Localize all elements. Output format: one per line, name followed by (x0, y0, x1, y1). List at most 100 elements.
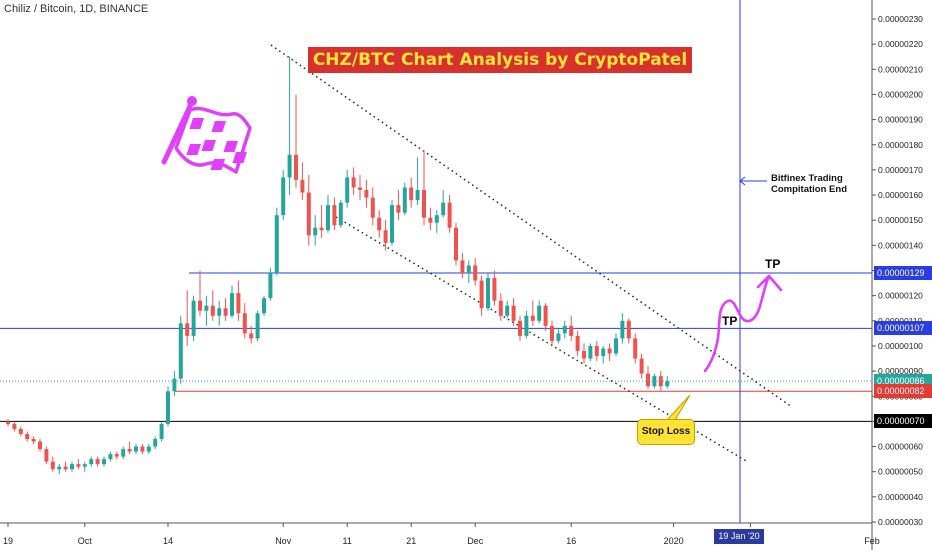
y-tick-label: 0.00000210 (878, 64, 923, 74)
chart-title: CHZ/BTC Chart Analysis by CryptoPatel (308, 47, 692, 73)
candle-body (582, 350, 586, 359)
candle-body (178, 323, 183, 379)
candles (6, 56, 670, 475)
checkered-flag-icon (161, 96, 252, 174)
candle-body (6, 421, 10, 424)
price-badge-lower-tp: 0.00000107 (874, 321, 932, 336)
x-tick-label: Nov (275, 536, 292, 546)
x-tick-label: 2020 (664, 536, 684, 546)
candle-body (562, 325, 567, 334)
y-tick-label: 0.00000140 (878, 240, 923, 250)
candle-body (646, 373, 650, 387)
candle-body (351, 177, 356, 188)
candle-body (402, 187, 407, 213)
candle-body (639, 358, 644, 374)
stop-loss-pointer (665, 394, 691, 421)
y-tick-label: 0.00000030 (878, 517, 923, 527)
candle-body (319, 227, 324, 231)
candle-body (537, 305, 542, 321)
tp-upper-label: TP (765, 257, 781, 271)
y-tick-label: 0.00000040 (878, 492, 923, 502)
candle-body (460, 260, 465, 274)
x-tick-label: 19 (3, 536, 13, 546)
candle-body (556, 333, 561, 341)
candle-body (550, 325, 554, 341)
drawings (161, 96, 783, 421)
x-tick-label: 21 (406, 536, 416, 546)
candle-body (409, 187, 414, 201)
candle-body (255, 313, 260, 339)
date-badge: 19 Jan '20 (714, 529, 764, 544)
candle-body (134, 446, 138, 452)
candle-body (76, 464, 81, 467)
candle-body (274, 215, 279, 274)
projection-arrowhead (756, 274, 783, 292)
candle-body (300, 179, 305, 193)
candle-body (338, 202, 343, 226)
candle-body (569, 325, 574, 336)
candle-body (50, 461, 55, 470)
y-tick-label: 0.00000230 (878, 14, 923, 24)
candle-body (287, 154, 292, 178)
candle-body (345, 177, 350, 203)
candle-body (626, 320, 631, 339)
x-tick-label: 14 (163, 536, 173, 546)
candle-body (447, 202, 452, 228)
candle-body (63, 466, 68, 470)
candle-body (575, 335, 580, 351)
candle-body (236, 293, 241, 314)
candle-body (454, 227, 458, 261)
candle-body (294, 154, 298, 180)
y-tick-label: 0.00000180 (878, 140, 923, 150)
candle-body (121, 449, 126, 457)
candle-body (396, 205, 401, 213)
candle-body (326, 205, 330, 231)
candle-body (281, 177, 286, 216)
candle-body (114, 454, 119, 457)
candle-body (223, 308, 228, 316)
flag-check (186, 144, 201, 155)
flag-check (223, 141, 238, 152)
candle-body (377, 217, 382, 231)
y-tick-label: 0.00000220 (878, 39, 923, 49)
candle-body (594, 345, 599, 357)
candle-body (44, 449, 49, 462)
candle-body (198, 300, 202, 311)
candle-body (390, 205, 394, 243)
price-badge-support: 0.00000070 (874, 414, 932, 429)
x-tick-label: Dec (467, 536, 484, 546)
candle-body (31, 439, 36, 442)
candle-body (665, 381, 670, 387)
candle-body (486, 278, 490, 309)
candle-body (217, 308, 222, 316)
candle-body (370, 197, 375, 218)
y-tick-label: 0.00000200 (878, 89, 923, 99)
candle-body (332, 205, 337, 226)
candle-body (364, 190, 369, 198)
candle-body (18, 428, 23, 434)
candle-body (146, 446, 151, 452)
bitfinex-note-line2: Compitation End (771, 184, 847, 195)
x-tick-label: Feb (864, 536, 880, 546)
candle-body (473, 265, 478, 281)
y-tick-label: 0.00000120 (878, 291, 923, 301)
candle-body (524, 315, 529, 336)
price-badge-stop-loss: 0.00000082 (874, 384, 932, 399)
candle-body (434, 215, 439, 223)
y-tick-label: 0.00000110 (878, 316, 923, 326)
candle-body (70, 464, 74, 470)
candle-body (191, 300, 196, 336)
candle-body (172, 378, 177, 392)
symbol-header: Chiliz / Bitcoin, 1D, BINANCE (4, 3, 149, 15)
candle-body (518, 320, 522, 336)
candle-body (82, 464, 87, 467)
y-tick-label: 0.00000160 (878, 190, 923, 200)
candle-body (185, 323, 190, 336)
candle-body (358, 187, 362, 191)
flag-check (189, 118, 204, 129)
candle-body (601, 348, 606, 357)
flag-check (232, 152, 248, 163)
candle-body (127, 449, 132, 452)
candle-body (95, 459, 100, 465)
flag-pole-top (187, 96, 197, 106)
